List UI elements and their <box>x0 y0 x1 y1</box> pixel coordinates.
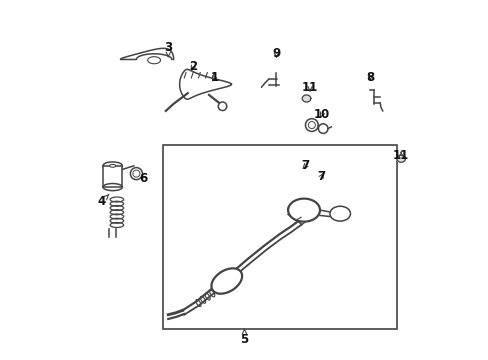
Bar <box>102 166 122 187</box>
Polygon shape <box>396 155 405 162</box>
Text: 5: 5 <box>240 329 248 346</box>
Circle shape <box>218 102 226 111</box>
Text: 11: 11 <box>392 149 408 162</box>
Ellipse shape <box>102 162 122 170</box>
Ellipse shape <box>109 165 116 167</box>
Text: 3: 3 <box>164 41 172 57</box>
Text: 9: 9 <box>272 46 280 60</box>
Polygon shape <box>302 95 310 102</box>
Polygon shape <box>179 69 231 99</box>
Text: 6: 6 <box>139 172 147 185</box>
Text: 7: 7 <box>301 159 309 172</box>
Text: 4: 4 <box>98 194 109 208</box>
Ellipse shape <box>329 206 350 221</box>
Text: 2: 2 <box>189 60 197 73</box>
Text: 11: 11 <box>301 81 318 94</box>
Text: 10: 10 <box>313 108 329 121</box>
Text: 1: 1 <box>210 71 218 84</box>
Text: 7: 7 <box>317 170 325 183</box>
Ellipse shape <box>211 268 242 294</box>
Ellipse shape <box>287 199 319 222</box>
Bar <box>163 145 396 329</box>
Text: 8: 8 <box>366 71 374 84</box>
Polygon shape <box>120 48 173 59</box>
